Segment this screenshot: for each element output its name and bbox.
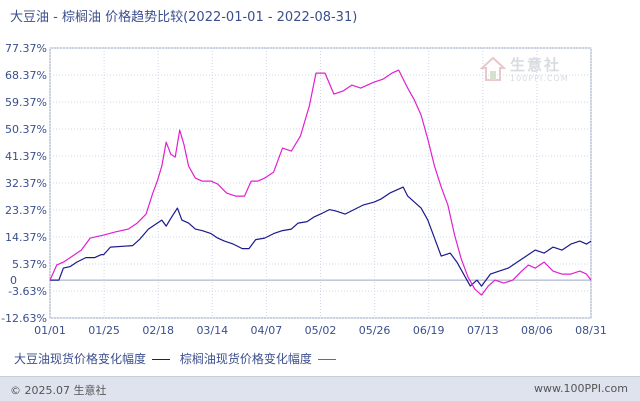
x-tick-label: 05/26 xyxy=(359,324,391,337)
legend-swatch-series2 xyxy=(317,359,336,360)
watermark-text: 生意社 xyxy=(510,56,562,74)
series-line-2 xyxy=(49,69,592,296)
y-tick-label: -12.63% xyxy=(1,312,47,325)
footer-bar: © 2025.07 生意社 www.100PPI.com xyxy=(0,376,640,401)
zero-label: 0 xyxy=(10,274,17,287)
y-tick-label: 14.37% xyxy=(5,231,47,244)
x-tick-label: 03/14 xyxy=(196,324,228,337)
chart-title: 大豆油 - 棕榈油 价格趋势比较(2022-01-01 - 2022-08-31… xyxy=(10,10,358,25)
y-tick-label: 68.37% xyxy=(5,69,47,82)
y-tick-label: -3.63% xyxy=(8,285,47,298)
watermark-subtext: 100PPI.COM xyxy=(510,74,569,83)
watermark-logo: 生意社 100PPI.COM xyxy=(480,52,580,92)
x-tick-label: 01/01 xyxy=(34,324,66,337)
y-tick-label: 23.37% xyxy=(5,204,47,217)
x-tick-label: 04/07 xyxy=(251,324,283,337)
copyright-text: © 2025.07 生意社 xyxy=(10,384,107,397)
legend: 大豆油现货价格变化幅度 棕榈油现货价格变化幅度 xyxy=(14,350,342,367)
y-tick-label: 5.37% xyxy=(12,258,47,271)
y-tick-label: 77.37% xyxy=(5,42,47,55)
y-tick-label: 32.37% xyxy=(5,177,47,190)
x-tick-label: 08/31 xyxy=(575,324,607,337)
x-tick-label: 02/18 xyxy=(142,324,174,337)
site-link[interactable]: www.100PPI.com xyxy=(534,382,628,395)
x-tick-label: 06/19 xyxy=(413,324,445,337)
legend-label-series2: 棕榈油现货价格变化幅度 xyxy=(179,352,312,366)
x-tick-label: 07/13 xyxy=(467,324,499,337)
legend-swatch-series1 xyxy=(152,359,171,360)
y-tick-label: 41.37% xyxy=(5,150,47,163)
x-tick-label: 08/06 xyxy=(521,324,553,337)
legend-label-series1: 大豆油现货价格变化幅度 xyxy=(14,352,147,366)
y-tick-label: 59.37% xyxy=(5,96,47,109)
house-icon xyxy=(480,56,506,81)
series-line-1 xyxy=(50,186,592,287)
y-tick-label: 50.37% xyxy=(5,123,47,136)
x-tick-label: 01/25 xyxy=(88,324,120,337)
x-tick-label: 05/02 xyxy=(305,324,337,337)
